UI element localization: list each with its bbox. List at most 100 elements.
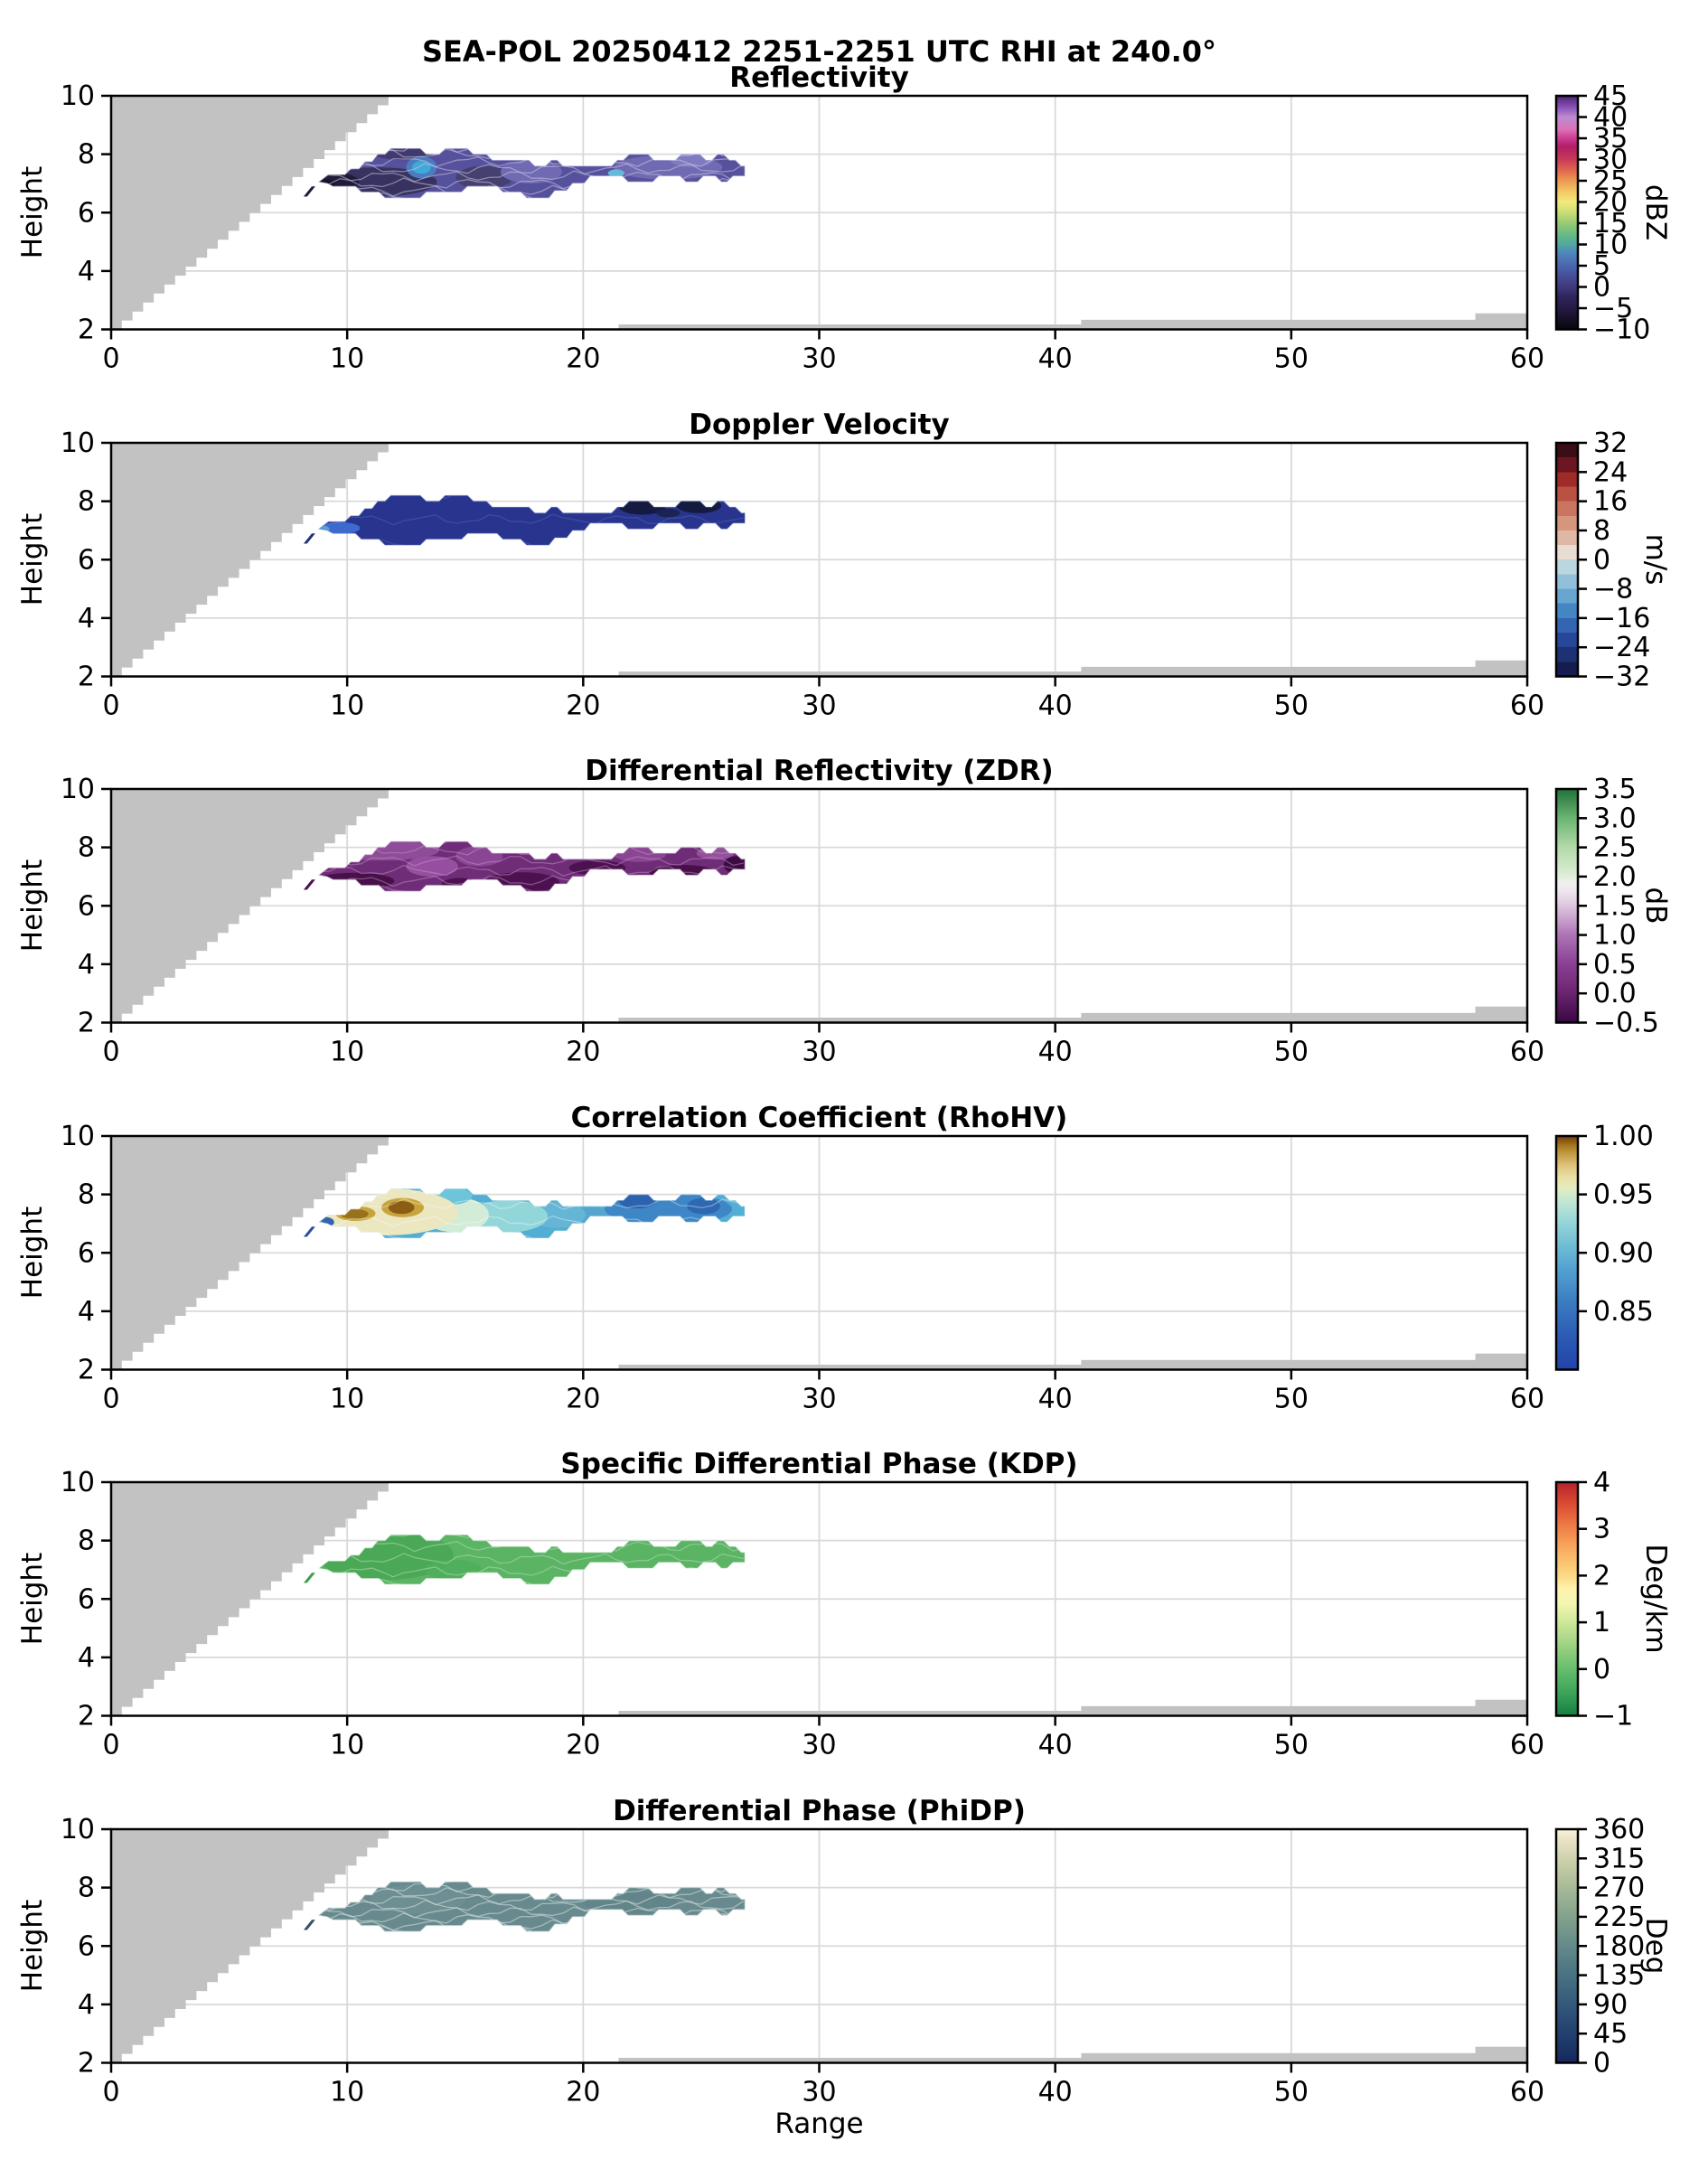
svg-text:10: 10 bbox=[61, 1814, 95, 1845]
svg-text:2: 2 bbox=[1593, 1560, 1610, 1592]
svg-text:40: 40 bbox=[1038, 2077, 1073, 2108]
svg-text:−32: −32 bbox=[1593, 662, 1650, 693]
svg-text:60: 60 bbox=[1510, 343, 1544, 375]
svg-text:20: 20 bbox=[566, 690, 600, 722]
svg-text:−8: −8 bbox=[1593, 574, 1633, 606]
svg-text:30: 30 bbox=[802, 690, 836, 722]
svg-text:4: 4 bbox=[1593, 1467, 1610, 1498]
svg-text:0.95: 0.95 bbox=[1593, 1179, 1654, 1211]
svg-text:3.0: 3.0 bbox=[1593, 803, 1637, 834]
colorbar-unit-label: Deg/km bbox=[1639, 1544, 1672, 1654]
panel-title-zdr: Differential Reflectivity (ZDR) bbox=[585, 755, 1054, 787]
svg-text:50: 50 bbox=[1274, 1730, 1309, 1761]
svg-text:40: 40 bbox=[1593, 102, 1628, 134]
svg-text:1.00: 1.00 bbox=[1593, 1121, 1654, 1152]
colorbar-unit-label: dBZ bbox=[1639, 183, 1672, 241]
svg-text:60: 60 bbox=[1510, 1384, 1544, 1415]
svg-text:90: 90 bbox=[1593, 1989, 1628, 2021]
svg-text:8: 8 bbox=[78, 832, 95, 864]
svg-text:10: 10 bbox=[1593, 230, 1628, 261]
svg-text:6: 6 bbox=[78, 1930, 95, 1962]
svg-text:6: 6 bbox=[78, 1237, 95, 1269]
colorbar-unit-label: m/s bbox=[1639, 533, 1672, 586]
svg-text:2: 2 bbox=[78, 315, 95, 346]
svg-text:32: 32 bbox=[1593, 427, 1628, 459]
svg-text:0.5: 0.5 bbox=[1593, 949, 1637, 981]
svg-text:8: 8 bbox=[78, 1873, 95, 1904]
panel-phidp: 0 10 20 30 40 50 60 2 4 6 8 10 360 315 270 225 180 135 90 4… bbox=[0, 1784, 1708, 2132]
svg-text:40: 40 bbox=[1038, 690, 1073, 722]
svg-text:10: 10 bbox=[330, 2077, 364, 2108]
rhi-plot-phidp: 0 10 20 30 40 50 60 2 4 6 8 10 360315270225180135904… bbox=[61, 1814, 1645, 2108]
colorbar-unit-label: dB bbox=[1639, 887, 1672, 925]
svg-text:20: 20 bbox=[566, 1037, 600, 1068]
svg-text:−16: −16 bbox=[1593, 603, 1650, 634]
svg-text:15: 15 bbox=[1593, 208, 1628, 239]
svg-text:0: 0 bbox=[1593, 272, 1610, 304]
svg-text:8: 8 bbox=[1593, 515, 1610, 547]
figure-suptitle: SEA-POL 20250412 2251-2251 UTC RHI at 24… bbox=[421, 34, 1217, 69]
y-axis-label: Height bbox=[16, 859, 49, 953]
svg-text:8: 8 bbox=[78, 486, 95, 518]
svg-text:20: 20 bbox=[566, 1730, 600, 1761]
panel-title-phidp: Differential Phase (PhiDP) bbox=[613, 1795, 1026, 1827]
svg-text:−5: −5 bbox=[1593, 293, 1633, 324]
svg-text:60: 60 bbox=[1510, 1730, 1544, 1761]
rhi-plot-zdr: 0 10 20 30 40 50 60 2 4 6 8 10 3.53.02.52.01.51.00.5… bbox=[61, 774, 1659, 1068]
svg-text:1.0: 1.0 bbox=[1593, 920, 1637, 952]
svg-text:3: 3 bbox=[1593, 1514, 1610, 1545]
svg-text:10: 10 bbox=[330, 690, 364, 722]
svg-text:2: 2 bbox=[78, 1355, 95, 1386]
svg-text:2: 2 bbox=[78, 662, 95, 693]
svg-text:40: 40 bbox=[1038, 1730, 1073, 1761]
svg-text:40: 40 bbox=[1038, 343, 1073, 375]
panel-title-rhohv: Correlation Coefficient (RhoHV) bbox=[570, 1102, 1068, 1134]
svg-text:135: 135 bbox=[1593, 1960, 1645, 1992]
colorbar-unit-label: Deg bbox=[1639, 1917, 1672, 1975]
svg-text:60: 60 bbox=[1510, 690, 1544, 722]
y-axis-label: Height bbox=[16, 512, 49, 606]
y-axis-label: Height bbox=[16, 1899, 49, 1993]
svg-text:4: 4 bbox=[78, 1642, 95, 1674]
panel-title-doppler-velocity: Doppler Velocity bbox=[689, 408, 950, 441]
svg-text:50: 50 bbox=[1274, 690, 1309, 722]
svg-text:40: 40 bbox=[1038, 1384, 1073, 1415]
svg-text:10: 10 bbox=[330, 1384, 364, 1415]
svg-text:0: 0 bbox=[102, 1037, 119, 1068]
svg-text:180: 180 bbox=[1593, 1930, 1645, 1962]
svg-text:10: 10 bbox=[61, 1121, 95, 1152]
svg-text:50: 50 bbox=[1274, 343, 1309, 375]
svg-text:10: 10 bbox=[61, 774, 95, 805]
svg-text:0: 0 bbox=[102, 1384, 119, 1415]
panel-kdp: 0 10 20 30 40 50 60 2 4 6 8 10 4 3 2 1 0 −1 Specific Diff… bbox=[0, 1437, 1708, 1785]
x-axis-label: Range bbox=[774, 2108, 864, 2140]
svg-text:20: 20 bbox=[566, 2077, 600, 2108]
y-axis-label: Height bbox=[16, 165, 49, 259]
svg-text:5: 5 bbox=[1593, 250, 1610, 282]
svg-text:6: 6 bbox=[78, 544, 95, 576]
panel-zdr: 0 10 20 30 40 50 60 2 4 6 8 10 3.5 3.0 2.5 2.0 1.5 1.0 0.5… bbox=[0, 744, 1708, 1092]
svg-text:6: 6 bbox=[78, 197, 95, 229]
svg-text:1: 1 bbox=[1593, 1607, 1610, 1638]
svg-text:50: 50 bbox=[1274, 2077, 1309, 2108]
svg-text:10: 10 bbox=[330, 1730, 364, 1761]
svg-text:4: 4 bbox=[78, 1296, 95, 1328]
svg-text:4: 4 bbox=[78, 603, 95, 634]
y-axis-label: Height bbox=[16, 1552, 49, 1646]
svg-text:40: 40 bbox=[1038, 1037, 1073, 1068]
svg-text:30: 30 bbox=[1593, 145, 1628, 176]
svg-text:60: 60 bbox=[1510, 2077, 1544, 2108]
svg-text:315: 315 bbox=[1593, 1843, 1645, 1874]
svg-text:6: 6 bbox=[78, 890, 95, 922]
svg-text:−0.5: −0.5 bbox=[1593, 1008, 1659, 1039]
svg-text:0.0: 0.0 bbox=[1593, 978, 1637, 1009]
svg-text:−10: −10 bbox=[1593, 315, 1650, 346]
svg-text:−24: −24 bbox=[1593, 632, 1650, 663]
rhi-plot-rhohv: 0 10 20 30 40 50 60 2 4 6 8 10 1.00 0.95 0.90 0.85 bbox=[61, 1121, 1654, 1415]
svg-text:24: 24 bbox=[1593, 456, 1628, 488]
svg-text:45: 45 bbox=[1593, 80, 1628, 112]
svg-text:270: 270 bbox=[1593, 1873, 1645, 1904]
svg-text:4: 4 bbox=[78, 1989, 95, 2021]
svg-text:0: 0 bbox=[102, 2077, 119, 2108]
